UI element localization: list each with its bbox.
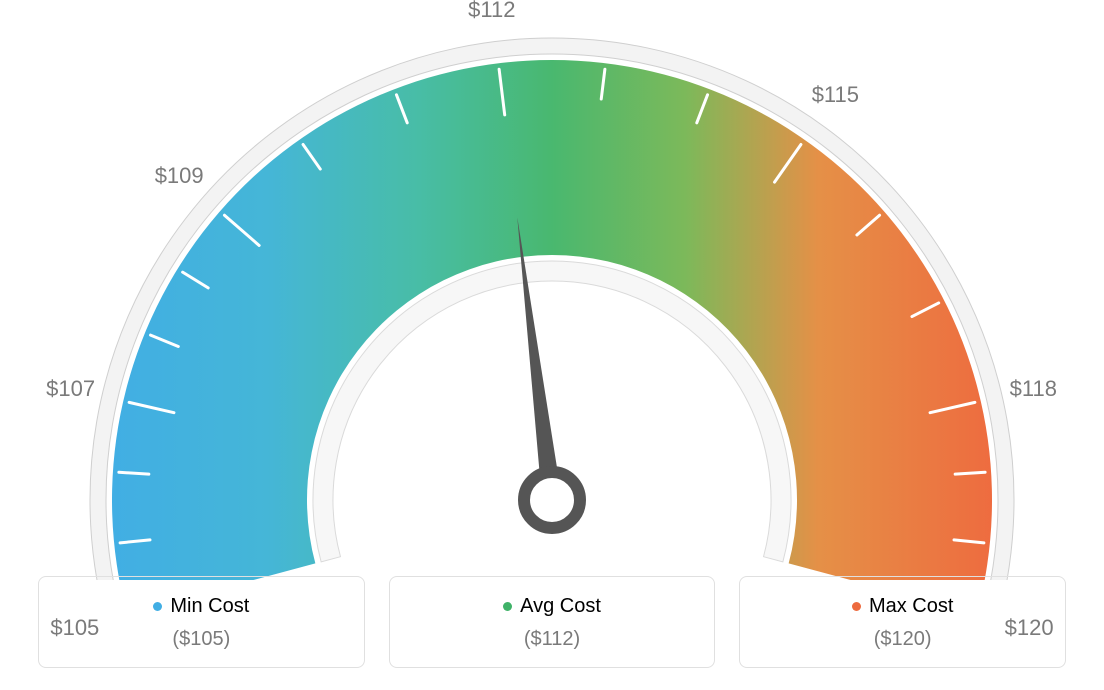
gauge-tick-label: $118 (1010, 376, 1057, 402)
dot-icon (503, 602, 512, 611)
gauge-svg (22, 20, 1082, 580)
gauge-tick-label: $115 (812, 82, 859, 108)
legend-card-avg: Avg Cost ($112) (389, 576, 716, 668)
legend-title-min: Min Cost (153, 595, 249, 618)
gauge-chart: $105$107$109$112$115$118$120 (22, 20, 1082, 580)
legend-card-max: Max Cost ($120) (739, 576, 1066, 668)
dot-icon (852, 602, 861, 611)
dot-icon (153, 602, 162, 611)
gauge-tick-label: $107 (46, 376, 95, 402)
legend-label: Avg Cost (520, 595, 601, 618)
gauge-tick-label: $109 (155, 163, 204, 189)
legend-title-avg: Avg Cost (503, 595, 601, 618)
legend-value-min: ($105) (49, 628, 354, 651)
legend-value-avg: ($112) (400, 628, 705, 651)
legend-card-min: Min Cost ($105) (38, 576, 365, 668)
legend-label: Min Cost (170, 595, 249, 618)
legend-label: Max Cost (869, 595, 953, 618)
legend-title-max: Max Cost (852, 595, 953, 618)
legend-value-max: ($120) (750, 628, 1055, 651)
gauge-tick-label: $112 (468, 0, 515, 23)
legend-row: Min Cost ($105) Avg Cost ($112) Max Cost… (38, 576, 1066, 668)
